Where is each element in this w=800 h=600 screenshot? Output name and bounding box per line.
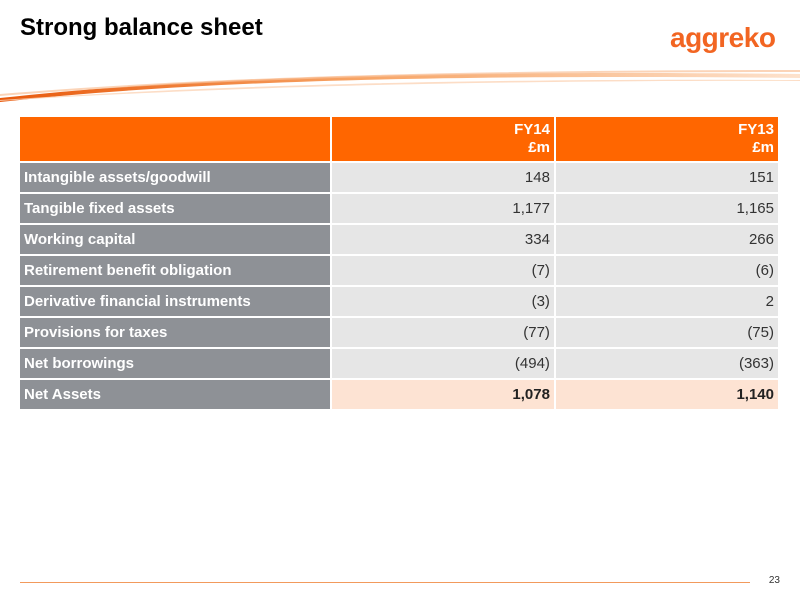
header-label-cell [20, 117, 330, 161]
table-row: Derivative financial instruments (3) 2 [20, 287, 778, 316]
cell-fy13: (363) [555, 349, 778, 378]
cell-fy13: 2 [555, 287, 778, 316]
column-header-fy13: FY13 £m [555, 117, 778, 161]
column-header-fy14: FY14 £m [331, 117, 554, 161]
row-label: Net borrowings [20, 349, 330, 378]
footer-divider [20, 582, 750, 583]
cell-fy14: (494) [331, 349, 554, 378]
cell-fy14: (77) [331, 318, 554, 347]
cell-fy14: 1,177 [331, 194, 554, 223]
aggreko-logo: aggreko [670, 22, 776, 53]
cell-fy14: 334 [331, 225, 554, 254]
row-label: Derivative financial instruments [20, 287, 330, 316]
cell-fy13: 151 [555, 163, 778, 192]
cell-fy13: (75) [555, 318, 778, 347]
orange-swoosh-decoration [0, 70, 800, 102]
total-cell-fy13: 1,140 [555, 380, 778, 409]
row-label: Working capital [20, 225, 330, 254]
balance-sheet-table-container: FY14 £m FY13 £m Intangible assets/goodwi… [20, 117, 780, 411]
table-total-row: Net Assets 1,078 1,140 [20, 380, 778, 409]
row-label: Intangible assets/goodwill [20, 163, 330, 192]
row-label: Retirement benefit obligation [20, 256, 330, 285]
total-cell-fy14: 1,078 [331, 380, 554, 409]
page-number: 23 [768, 575, 780, 586]
row-label: Tangible fixed assets [20, 194, 330, 223]
cell-fy14: (7) [331, 256, 554, 285]
column-unit: £m [528, 139, 550, 156]
cell-fy13: 1,165 [555, 194, 778, 223]
table-row: Tangible fixed assets 1,177 1,165 [20, 194, 778, 223]
page-title: Strong balance sheet [20, 14, 263, 41]
table-row: Provisions for taxes (77) (75) [20, 318, 778, 347]
balance-sheet-table: FY14 £m FY13 £m Intangible assets/goodwi… [18, 115, 780, 411]
column-year: FY14 [514, 121, 550, 138]
table-row: Retirement benefit obligation (7) (6) [20, 256, 778, 285]
row-label: Provisions for taxes [20, 318, 330, 347]
cell-fy13: 266 [555, 225, 778, 254]
cell-fy14: 148 [331, 163, 554, 192]
table-row: Net borrowings (494) (363) [20, 349, 778, 378]
cell-fy14: (3) [331, 287, 554, 316]
total-row-label: Net Assets [20, 380, 330, 409]
table-header-row: FY14 £m FY13 £m [20, 117, 778, 161]
column-unit: £m [752, 139, 774, 156]
table-row: Intangible assets/goodwill 148 151 [20, 163, 778, 192]
column-year: FY13 [738, 121, 774, 138]
cell-fy13: (6) [555, 256, 778, 285]
table-row: Working capital 334 266 [20, 225, 778, 254]
